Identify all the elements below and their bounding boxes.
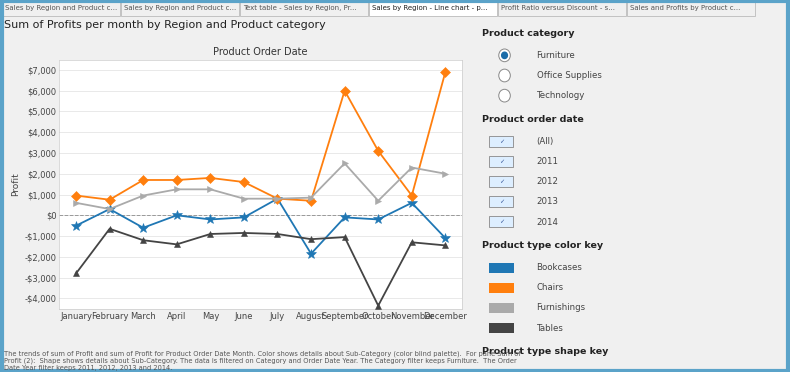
Circle shape — [498, 89, 510, 102]
Bar — [488, 156, 513, 167]
Bar — [488, 216, 513, 227]
Text: Sales by Region and Product c...: Sales by Region and Product c... — [124, 6, 236, 12]
Bar — [488, 283, 514, 293]
Text: Bookcases: Bookcases — [536, 263, 582, 272]
Title: Product Order Date: Product Order Date — [213, 47, 308, 57]
Text: Product order date: Product order date — [482, 115, 584, 124]
Text: ✓: ✓ — [498, 199, 504, 204]
Text: Tables: Tables — [536, 324, 563, 333]
Text: 2014: 2014 — [536, 218, 559, 227]
Text: Technology: Technology — [536, 92, 585, 100]
Text: Product type color key: Product type color key — [482, 241, 604, 250]
Text: Furnishings: Furnishings — [536, 304, 585, 312]
Y-axis label: Profit: Profit — [11, 172, 21, 196]
Text: Bookcases: Bookcases — [536, 369, 582, 372]
Text: ✓: ✓ — [498, 139, 504, 144]
Bar — [488, 303, 514, 313]
FancyBboxPatch shape — [121, 0, 239, 16]
Text: ✓: ✓ — [498, 159, 504, 164]
Text: Sales by Region and Product c...: Sales by Region and Product c... — [5, 6, 117, 12]
Text: Furniture: Furniture — [536, 51, 575, 60]
Text: ✓: ✓ — [498, 179, 504, 184]
Text: ✓: ✓ — [498, 219, 504, 224]
Text: 2012: 2012 — [536, 177, 559, 186]
Bar — [488, 263, 514, 273]
Text: (All): (All) — [536, 137, 554, 146]
Text: Product category: Product category — [482, 29, 574, 38]
Circle shape — [502, 52, 507, 58]
Bar — [488, 176, 513, 187]
Text: Sales and Profits by Product c...: Sales and Profits by Product c... — [630, 6, 740, 12]
FancyBboxPatch shape — [2, 0, 120, 16]
Text: 2011: 2011 — [536, 157, 559, 166]
FancyBboxPatch shape — [498, 0, 626, 16]
FancyBboxPatch shape — [627, 0, 755, 16]
Text: Sales by Region - Line chart - p...: Sales by Region - Line chart - p... — [372, 6, 487, 12]
Text: 2013: 2013 — [536, 198, 559, 206]
Text: Sum of Profits per month by Region and Product category: Sum of Profits per month by Region and P… — [4, 20, 325, 31]
Circle shape — [498, 49, 510, 62]
Circle shape — [498, 69, 510, 82]
Text: Profit Ratio versus Discount - s...: Profit Ratio versus Discount - s... — [501, 6, 615, 12]
Bar — [488, 196, 513, 207]
Text: Text table - Sales by Region, Pr...: Text table - Sales by Region, Pr... — [243, 6, 356, 12]
Text: The trends of sum of Profit and sum of Profit for Product Order Date Month. Colo: The trends of sum of Profit and sum of P… — [4, 350, 521, 371]
Text: Office Supplies: Office Supplies — [536, 71, 601, 80]
FancyBboxPatch shape — [240, 0, 368, 16]
Text: Product type shape key: Product type shape key — [482, 347, 608, 356]
Bar — [488, 323, 514, 333]
Text: Chairs: Chairs — [536, 283, 564, 292]
Bar — [488, 135, 513, 147]
FancyBboxPatch shape — [369, 0, 497, 16]
